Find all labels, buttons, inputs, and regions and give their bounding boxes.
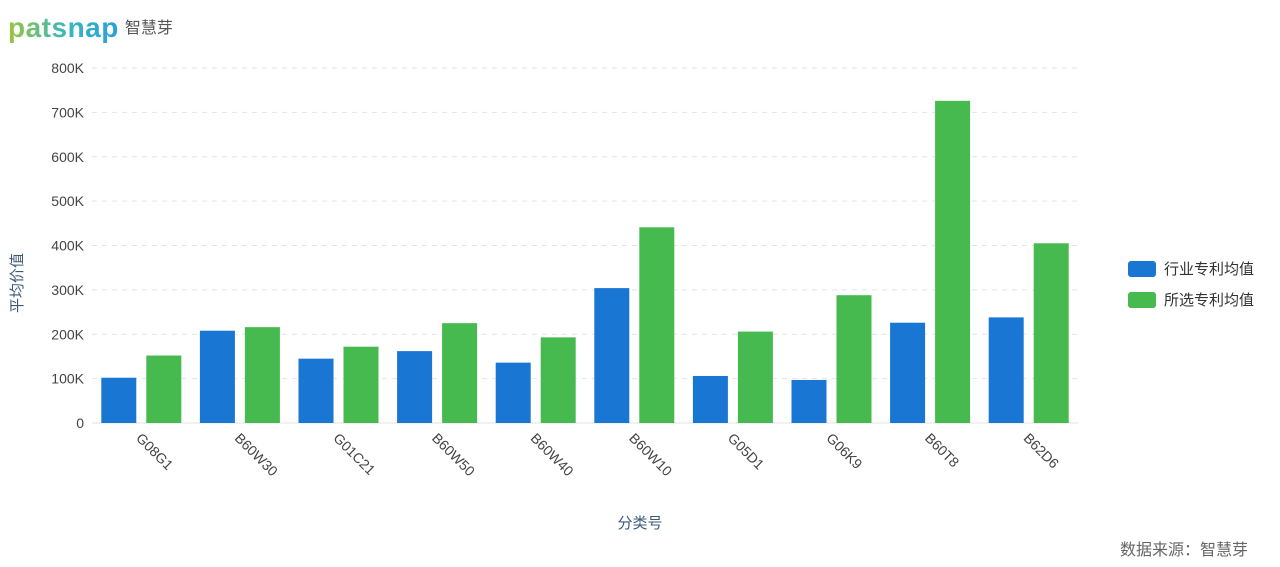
bar-industry-average[interactable] (692, 375, 728, 423)
logo-chinese-name: 智慧芽 (124, 18, 173, 37)
bar-selected-average[interactable] (244, 327, 280, 423)
data-source-note: 数据来源：智慧芽 (1120, 540, 1249, 559)
bar-industry-average[interactable] (298, 358, 334, 423)
x-axis-title: 分类号 (617, 514, 662, 532)
x-tick-label: B60W10 (626, 430, 675, 479)
bar-industry-average[interactable] (101, 377, 137, 423)
bar-selected-average[interactable] (146, 355, 182, 423)
legend-swatch-selected (1128, 291, 1156, 308)
x-tick-label: G08G1 (133, 430, 176, 473)
bar-industry-average[interactable] (495, 362, 531, 423)
x-tick-label: B60W40 (528, 430, 577, 479)
y-tick-label: 500K (51, 193, 84, 209)
x-tick-label: G05D1 (725, 430, 768, 473)
patsnap-logo: patsnap 智慧芽 (8, 10, 173, 46)
y-tick-label: 700K (51, 104, 84, 120)
grid-lines (92, 67, 1078, 424)
y-tick-label: 300K (51, 282, 84, 298)
x-tick-label: G01C21 (330, 430, 378, 478)
y-axis-title: 平均价值 (8, 253, 26, 313)
bar-industry-average[interactable] (199, 330, 235, 423)
x-tick-label: B60W50 (429, 430, 478, 479)
logo-wordmark: patsnap (8, 10, 119, 46)
legend-item-selected[interactable]: 所选专利均值 (1128, 289, 1254, 310)
bar-selected-average[interactable] (639, 227, 675, 423)
x-tick-label: G06K9 (823, 430, 865, 472)
x-axis-ticks: G08G1 B60W30 G01C21 B60W50 B60W40 B60W10 G05D1… (133, 430, 1062, 479)
bar-industry-average[interactable] (988, 317, 1024, 423)
bar-selected-average[interactable] (836, 295, 872, 423)
legend-swatch-industry (1128, 260, 1156, 277)
y-tick-label: 400K (51, 238, 84, 254)
x-tick-label: B62D6 (1021, 430, 1063, 472)
bar-selected-average[interactable] (1033, 243, 1069, 423)
chart-legend: 行业专利均值 所选专利均值 (1128, 258, 1254, 310)
bar-industry-average[interactable] (791, 379, 827, 423)
bars (101, 100, 1069, 424)
bar-industry-average[interactable] (594, 288, 630, 423)
bar-selected-average[interactable] (540, 337, 576, 423)
legend-label-industry: 行业专利均值 (1164, 260, 1255, 278)
y-tick-label: 800K (51, 60, 84, 76)
x-tick-label: B60W30 (232, 430, 281, 479)
bar-selected-average[interactable] (343, 346, 379, 423)
bar-selected-average[interactable] (442, 323, 478, 423)
legend-label-selected: 所选专利均值 (1164, 291, 1255, 309)
bar-selected-average[interactable] (935, 100, 971, 424)
bar-industry-average[interactable] (397, 351, 433, 423)
legend-item-industry[interactable]: 行业专利均值 (1128, 258, 1254, 279)
y-tick-label: 100K (51, 371, 84, 387)
bar-industry-average[interactable] (890, 322, 926, 423)
y-tick-label: 600K (51, 149, 84, 165)
y-axis-ticks: 0 100K 200K 300K 400K 500K 600K 700K 800K (51, 60, 84, 431)
bar-selected-average[interactable] (737, 331, 773, 423)
y-tick-label: 200K (51, 326, 84, 342)
x-tick-label: B60T8 (922, 430, 963, 471)
y-tick-label: 0 (76, 415, 84, 431)
